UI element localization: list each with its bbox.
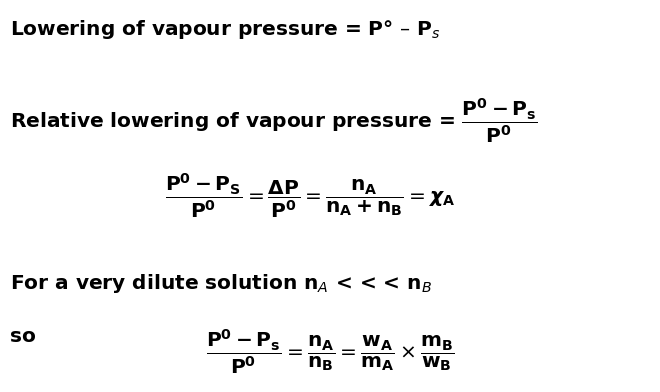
Text: Relative lowering of vapour pressure = $\dfrac{\mathbf{P^0 - P_s}}{\mathbf{P^0}}: Relative lowering of vapour pressure = $…	[10, 96, 538, 145]
Text: For a very dilute solution n$_A$ < < < n$_B$: For a very dilute solution n$_A$ < < < n…	[10, 272, 432, 296]
Text: Lowering of vapour pressure = P° – P$_s$: Lowering of vapour pressure = P° – P$_s$	[10, 18, 441, 41]
Text: so: so	[10, 327, 36, 346]
Text: $\dfrac{\mathbf{P^0 - P_s}}{\mathbf{P^0}} = \dfrac{\mathbf{n_A}}{\mathbf{n_B}} =: $\dfrac{\mathbf{P^0 - P_s}}{\mathbf{P^0}…	[206, 327, 454, 376]
Text: $\dfrac{\mathbf{P^0 - P_S}}{\mathbf{P^0}} = \dfrac{\mathbf{\Delta P}}{\mathbf{P^: $\dfrac{\mathbf{P^0 - P_S}}{\mathbf{P^0}…	[165, 171, 455, 220]
